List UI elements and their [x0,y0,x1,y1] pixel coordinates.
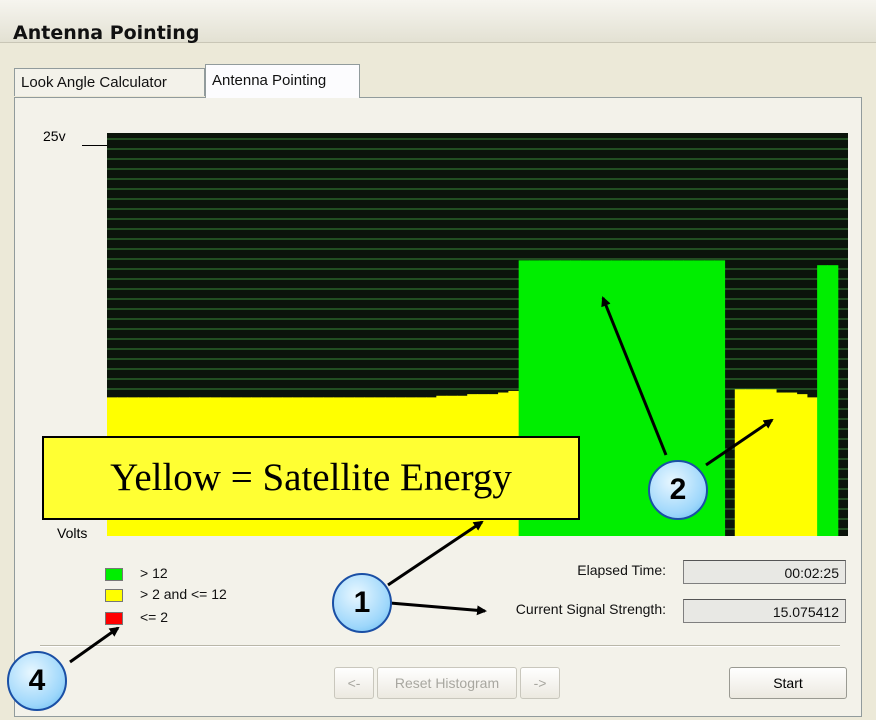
elapsed-time-field: 00:02:25 [683,560,846,584]
annotation-badge-1: 1 [332,573,392,633]
legend-swatch-green [105,568,123,581]
tab-antenna-pointing[interactable]: Antenna Pointing [205,64,360,98]
y-axis-label: Volts [57,525,88,541]
y-axis-max-tick [82,145,108,146]
y-axis-max-label: 25v [43,128,66,144]
signal-strength-field: 15.075412 [683,599,846,623]
legend-label: > 12 [140,565,168,581]
window-title: Antenna Pointing [13,22,200,44]
prev-button[interactable]: <- [334,667,374,699]
legend-swatch-red [105,612,123,625]
legend-swatch-yellow [105,589,123,602]
signal-strength-label: Current Signal Strength: [515,601,666,617]
start-button[interactable]: Start [729,667,847,699]
legend-label: <= 2 [140,609,169,625]
satellite-energy-callout: Yellow = Satellite Energy [42,436,580,520]
tab-look-angle-calculator[interactable]: Look Angle Calculator [14,68,205,96]
separator [40,645,840,647]
title-bar: Antenna Pointing [0,0,876,44]
annotation-badge-2: 2 [648,460,708,520]
next-button[interactable]: -> [520,667,560,699]
legend-label: > 2 and <= 12 [140,586,227,602]
elapsed-time-label: Elapsed Time: [577,562,666,578]
annotation-badge-4: 4 [7,651,67,711]
reset-histogram-button[interactable]: Reset Histogram [377,667,517,699]
